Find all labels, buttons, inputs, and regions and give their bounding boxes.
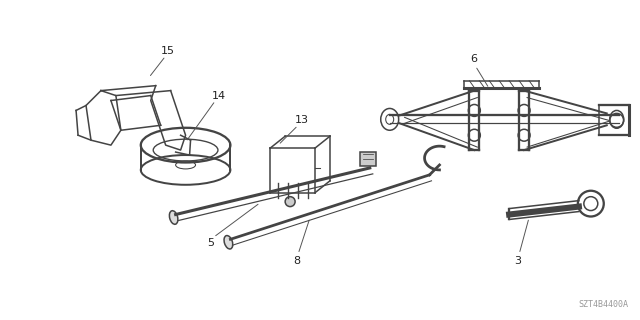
Text: 8: 8 (294, 256, 301, 266)
Circle shape (285, 197, 295, 207)
Ellipse shape (170, 211, 178, 224)
Ellipse shape (224, 236, 233, 249)
Text: 14: 14 (211, 91, 225, 100)
Text: SZT4B4400A: SZT4B4400A (579, 300, 628, 309)
Text: 15: 15 (161, 46, 175, 56)
Text: 5: 5 (207, 238, 214, 248)
FancyBboxPatch shape (360, 152, 376, 166)
Text: 6: 6 (470, 54, 477, 64)
Text: 3: 3 (515, 256, 522, 266)
Text: 13: 13 (295, 115, 309, 125)
